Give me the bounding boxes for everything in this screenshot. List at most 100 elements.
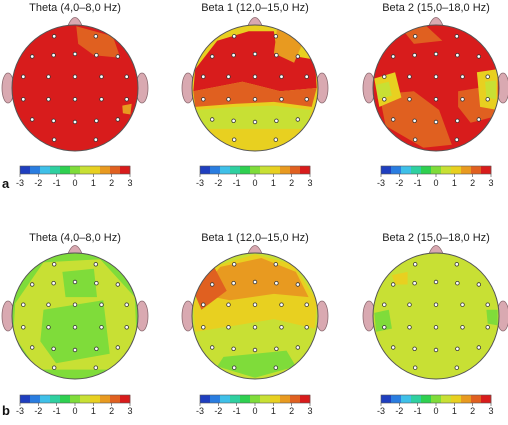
electrode-marker — [407, 97, 412, 102]
electrode-marker — [72, 119, 78, 125]
scalp-region — [76, 26, 121, 58]
colorbar-tick-label: -1 — [233, 178, 241, 188]
electrode-marker — [115, 117, 120, 122]
electrode-marker — [476, 345, 481, 350]
map-title: Theta (4,0–8,0 Hz) — [29, 232, 121, 244]
electrode-marker — [433, 74, 439, 79]
electrode-marker — [279, 74, 284, 79]
colorbar-segment — [50, 166, 61, 174]
electrode-marker — [391, 117, 396, 122]
colorbar-segment — [100, 166, 111, 174]
electrode-marker — [124, 74, 129, 79]
colorbar-segment — [391, 166, 402, 174]
scalp-region — [193, 31, 317, 92]
scalp-base-region — [12, 25, 138, 151]
topomap: Beta 2 (15,0–18,0 Hz) -3 -2 -1 0 1 2 3 — [362, 232, 508, 416]
electrode-marker — [46, 97, 51, 102]
electrode-marker — [46, 74, 51, 79]
colorbar-segment — [451, 395, 462, 403]
electrode-marker — [201, 302, 206, 307]
electrode-marker — [413, 137, 418, 142]
topomap: Beta 1 (12,0–15,0 Hz) -3 -2 -1 0 1 2 3 — [181, 232, 329, 416]
scalp-region — [273, 28, 303, 63]
head-outline — [11, 24, 139, 152]
electrode-marker — [460, 97, 465, 102]
electrode-marker — [454, 365, 459, 370]
colorbar-segment — [441, 395, 452, 403]
scalp-map — [192, 25, 318, 151]
electrode-marker — [252, 74, 258, 79]
electrode-marker — [231, 118, 236, 123]
scalp-region — [217, 350, 296, 378]
colorbar-tick-label: -3 — [377, 178, 385, 188]
colorbar: -3 -2 -1 0 1 2 3 — [16, 165, 133, 188]
colorbar-segment — [401, 166, 412, 174]
colorbar-tick-label: -2 — [214, 406, 222, 416]
electrode-marker — [99, 325, 104, 330]
electrode-marker — [295, 282, 300, 287]
colorbar-segment — [70, 395, 81, 403]
electrode-marker — [279, 325, 284, 330]
electrode-marker — [273, 365, 278, 370]
panel-letter: b — [2, 403, 10, 418]
electrode-marker — [485, 302, 490, 307]
colorbar-segment — [461, 395, 472, 403]
electrode-marker — [413, 262, 418, 267]
colorbar-tick-label: -2 — [214, 178, 222, 188]
electrode-marker — [115, 345, 120, 350]
colorbar-segment — [120, 395, 131, 403]
colorbar-segment — [220, 395, 231, 403]
colorbar-segment — [60, 395, 71, 403]
electrode-marker — [433, 302, 439, 307]
electrode-marker — [252, 279, 258, 285]
colorbar-segment — [200, 166, 211, 174]
electrode-marker — [30, 345, 35, 350]
electrode-marker — [51, 53, 56, 58]
electrode-marker — [72, 74, 78, 79]
electrode-marker — [454, 34, 459, 39]
electrode-marker — [94, 281, 99, 286]
map-title: Beta 2 (15,0–18,0 Hz) — [382, 232, 490, 244]
electrode-marker — [46, 302, 51, 307]
electrode-marker — [21, 325, 26, 330]
colorbar-segment — [40, 395, 51, 403]
electrode-marker — [94, 346, 99, 351]
colorbar-segment — [421, 166, 432, 174]
electrode-marker — [382, 74, 387, 79]
scalp-region — [193, 266, 227, 310]
scalp-region — [195, 105, 312, 129]
electrode-marker — [274, 118, 279, 123]
scalp-region — [485, 80, 496, 100]
electrode-marker — [279, 302, 284, 307]
colorbar-segment — [290, 166, 301, 174]
colorbar-segment — [421, 395, 432, 403]
head-outline — [11, 252, 139, 380]
electrode-marker — [304, 302, 309, 307]
colorbar-segment — [230, 166, 241, 174]
electrode-marker — [273, 262, 278, 267]
electrode-marker — [231, 365, 237, 370]
electrode-marker — [52, 34, 57, 39]
electrode-marker — [124, 325, 129, 330]
colorbar-tick-label: 2 — [109, 406, 114, 416]
electrode-marker — [252, 302, 258, 307]
electrode-marker — [226, 302, 231, 307]
electrode-marker — [413, 365, 418, 370]
scalp-region — [122, 103, 132, 115]
electrode-marker — [295, 345, 300, 350]
scalp-region — [391, 271, 408, 285]
colorbar-tick-label: 1 — [271, 406, 276, 416]
electrode-marker — [407, 302, 412, 307]
colorbar-segment — [391, 395, 402, 403]
colorbar-tick-label: 0 — [433, 406, 438, 416]
electrode-marker — [30, 117, 35, 122]
colorbar-tick-label: 2 — [470, 406, 475, 416]
colorbar-tick-label: 0 — [252, 406, 257, 416]
colorbar-segment — [40, 166, 51, 174]
colorbar-tick-label: -2 — [395, 178, 403, 188]
electrode-marker — [407, 325, 412, 330]
colorbar: -3 -2 -1 0 1 2 3 — [196, 394, 313, 416]
electrode-marker — [273, 34, 278, 39]
colorbar-tick-label: 3 — [307, 406, 312, 416]
colorbar-segment — [240, 166, 251, 174]
